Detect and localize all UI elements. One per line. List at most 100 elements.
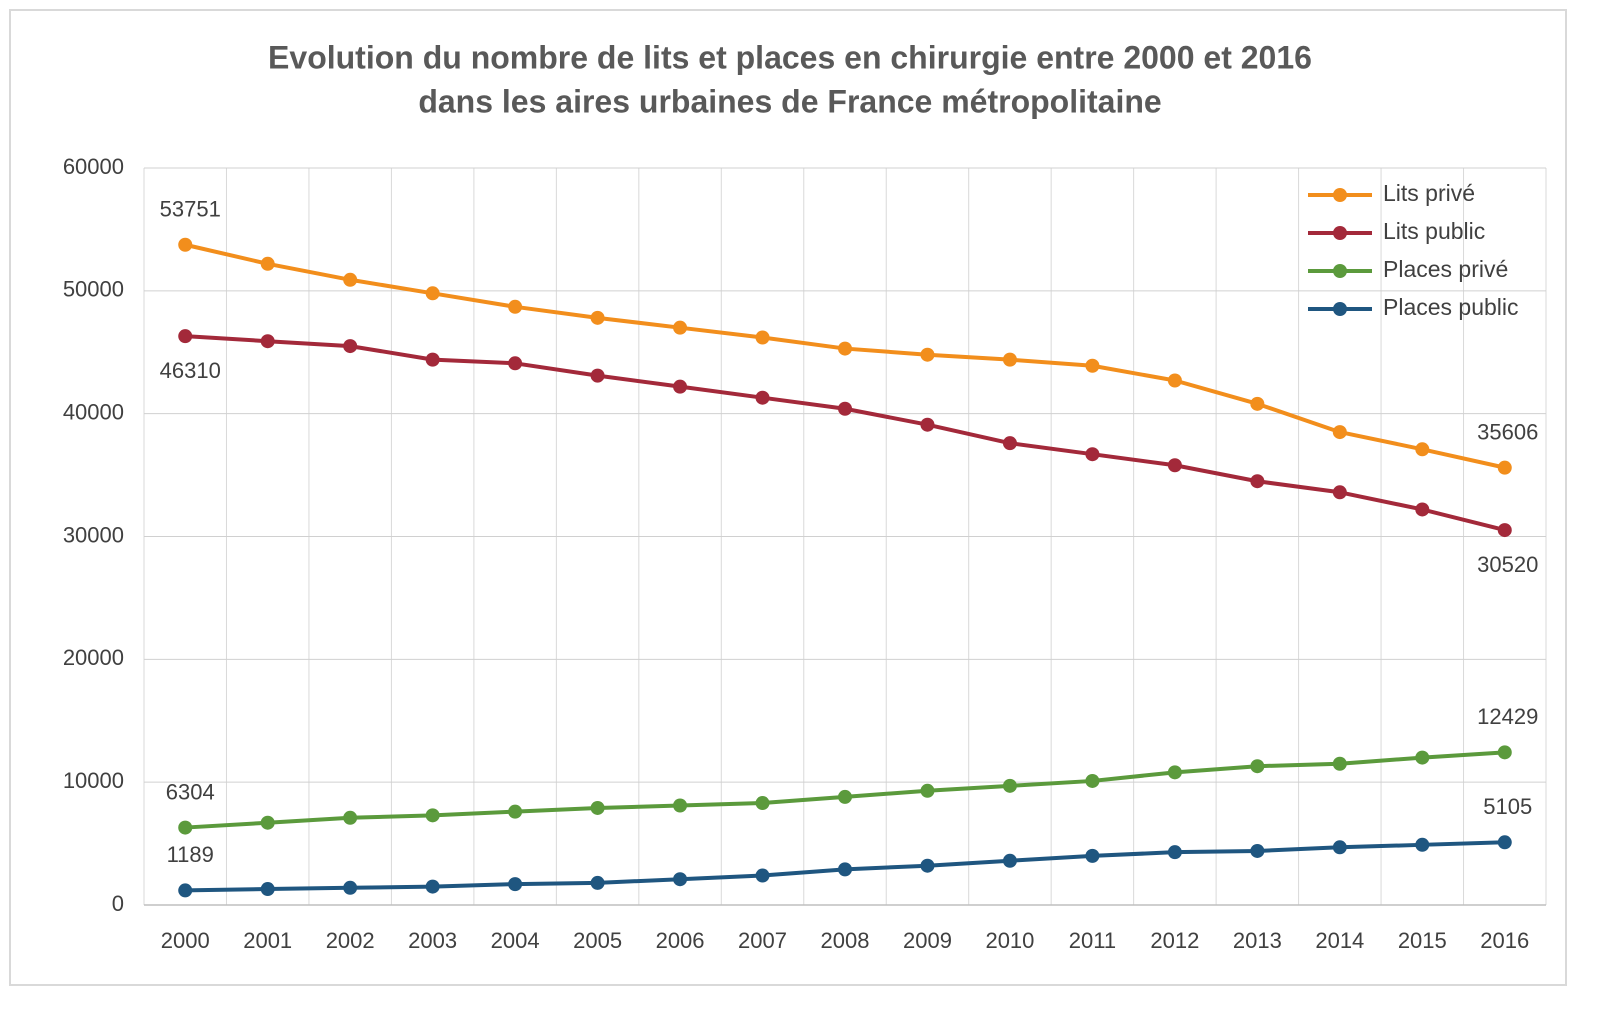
- data-point: [260, 256, 275, 271]
- data-point: [920, 858, 935, 873]
- x-tick-label: 2005: [573, 928, 622, 953]
- legend-marker: [1333, 226, 1347, 240]
- data-point: [1497, 835, 1512, 850]
- data-point: [425, 879, 440, 894]
- data-point: [838, 789, 852, 804]
- data-point: [1250, 474, 1265, 489]
- data-point: [425, 352, 440, 367]
- data-point: [755, 330, 770, 345]
- data-label: 6304: [166, 779, 215, 804]
- data-point: [755, 868, 770, 883]
- y-tick-label: 0: [112, 891, 124, 916]
- data-point: [1167, 845, 1182, 860]
- x-tick-label: 2004: [491, 928, 540, 953]
- data-point: [755, 796, 770, 811]
- data-point: [1167, 765, 1182, 780]
- data-label: 46310: [160, 358, 221, 383]
- data-point: [508, 804, 523, 819]
- data-point: [590, 875, 605, 890]
- chart-title: dans les aires urbaines de France métrop…: [418, 83, 1161, 119]
- data-point: [1002, 436, 1017, 451]
- data-label: 1189: [167, 842, 214, 867]
- data-point: [260, 815, 275, 830]
- data-point: [1332, 485, 1347, 500]
- data-point: [178, 329, 193, 344]
- data-point: [1332, 756, 1347, 771]
- data-label: 12429: [1477, 704, 1538, 729]
- data-point: [1002, 778, 1017, 793]
- chart-border: [9, 9, 1567, 986]
- data-point: [673, 379, 688, 394]
- data-label: 30520: [1477, 552, 1538, 577]
- x-tick-label: 2008: [821, 928, 870, 953]
- x-tick-label: 2003: [408, 928, 457, 953]
- data-point: [920, 347, 935, 362]
- data-label: 53751: [160, 197, 221, 222]
- x-tick-label: 2002: [326, 928, 375, 953]
- data-point: [673, 320, 688, 335]
- data-point: [1415, 837, 1430, 852]
- data-point: [1167, 373, 1182, 388]
- data-point: [590, 800, 605, 815]
- x-tick-label: 2001: [243, 928, 292, 953]
- legend-marker: [1333, 302, 1347, 316]
- data-point: [343, 272, 358, 287]
- x-tick-label: 2012: [1150, 928, 1199, 953]
- x-tick-label: 2007: [738, 928, 787, 953]
- y-tick-label: 20000: [63, 645, 124, 670]
- data-point: [838, 341, 852, 356]
- x-tick-label: 2009: [903, 928, 952, 953]
- x-tick-label: 2000: [161, 928, 210, 953]
- x-tick-label: 2010: [985, 928, 1034, 953]
- data-label: 5105: [1483, 794, 1532, 819]
- x-tick-label: 2011: [1069, 928, 1116, 953]
- data-point: [1415, 750, 1430, 765]
- data-point: [1250, 759, 1265, 774]
- data-point: [343, 339, 358, 354]
- y-tick-label: 10000: [63, 768, 124, 793]
- data-point: [1167, 458, 1182, 473]
- data-point: [1497, 745, 1512, 760]
- legend-label: Places privé: [1383, 256, 1508, 282]
- data-point: [755, 390, 770, 405]
- legend-label: Places public: [1383, 294, 1519, 320]
- data-point: [920, 783, 935, 798]
- data-point: [1332, 840, 1347, 855]
- data-point: [508, 877, 523, 892]
- data-point: [1250, 396, 1265, 411]
- data-point: [673, 798, 688, 813]
- data-point: [590, 368, 605, 383]
- data-point: [178, 820, 193, 835]
- data-point: [1497, 523, 1512, 538]
- data-point: [1002, 853, 1017, 868]
- data-point: [260, 882, 275, 897]
- data-point: [178, 883, 193, 898]
- data-point: [508, 299, 523, 314]
- data-point: [1085, 773, 1100, 788]
- data-point: [673, 872, 688, 887]
- y-tick-label: 50000: [63, 277, 124, 302]
- data-point: [1497, 460, 1512, 475]
- data-point: [425, 808, 440, 823]
- data-point: [260, 334, 275, 349]
- legend-label: Lits privé: [1383, 180, 1475, 206]
- data-point: [343, 880, 358, 895]
- data-point: [1085, 447, 1100, 462]
- y-tick-label: 60000: [63, 154, 124, 179]
- x-tick-label: 2016: [1480, 928, 1529, 953]
- legend-marker: [1333, 188, 1347, 202]
- data-label: 35606: [1477, 419, 1538, 444]
- data-point: [590, 310, 605, 325]
- y-tick-label: 40000: [63, 399, 124, 424]
- data-point: [1085, 358, 1100, 373]
- data-point: [1250, 843, 1265, 858]
- data-point: [920, 417, 935, 432]
- data-point: [1332, 425, 1347, 440]
- data-point: [343, 810, 358, 825]
- data-point: [178, 237, 193, 252]
- data-point: [425, 286, 440, 301]
- x-tick-label: 2014: [1315, 928, 1364, 953]
- data-point: [1415, 442, 1430, 457]
